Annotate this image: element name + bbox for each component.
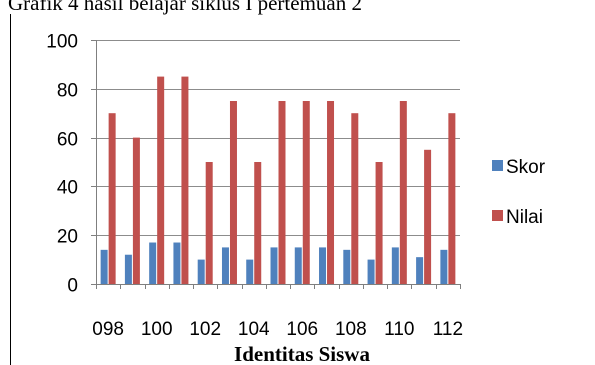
bar-skor-100 (149, 242, 157, 284)
bar-nilai-100 (157, 76, 165, 284)
bar-skor-103 (221, 247, 229, 284)
bar-skor-098 (100, 249, 108, 284)
bars (100, 76, 456, 284)
bar-nilai-105 (278, 101, 286, 284)
y-tick-labels: 0 20 40 60 80 100 (46, 32, 96, 297)
bar-skor-101 (173, 242, 181, 284)
bar-skor-111 (416, 257, 424, 284)
legend-swatch-skor (492, 160, 503, 171)
chart-title: Grafik 4 hasil belajar siklus I pertemua… (8, 0, 362, 15)
bar-nilai-110 (399, 101, 407, 284)
y-tick-label: 100 (46, 32, 78, 53)
bar-skor-104 (246, 259, 254, 284)
legend-label-nilai: Nilai (506, 207, 543, 228)
x-tick-label: 108 (335, 319, 367, 340)
bar-nilai-103 (229, 101, 237, 284)
bar-skor-102 (197, 259, 205, 284)
bar-nilai-111 (424, 149, 432, 284)
y-tick-label: 20 (57, 227, 78, 248)
bar-nilai-112 (448, 113, 456, 284)
legend-swatch-nilai (492, 210, 503, 221)
y-tick-label: 80 (57, 81, 78, 102)
x-tick-label: 110 (384, 319, 414, 340)
bar-nilai-099 (132, 137, 140, 284)
bar-nilai-104 (254, 162, 262, 284)
legend: Skor Nilai (492, 157, 546, 228)
bar-skor-110 (391, 247, 399, 284)
bar-skor-105 (270, 247, 278, 284)
bar-skor-108 (343, 249, 351, 284)
bar-skor-112 (440, 249, 448, 284)
x-tick-label: 112 (433, 319, 463, 340)
x-tick-label: 106 (286, 319, 318, 340)
bar-skor-107 (319, 247, 327, 284)
x-tick-labels: 098 100 102 104 106 108 110 112 (92, 284, 463, 340)
bar-nilai-101 (181, 76, 189, 284)
bar-skor-109 (367, 259, 375, 284)
y-tick-label: 0 (67, 276, 78, 297)
grid-lines (96, 40, 460, 236)
x-tick-label: 104 (238, 319, 270, 340)
bar-nilai-102 (205, 162, 213, 284)
bar-nilai-107 (327, 101, 335, 284)
bar-nilai-108 (351, 113, 359, 284)
legend-label-skor: Skor (506, 157, 546, 178)
bar-skor-106 (294, 247, 302, 284)
bar-nilai-106 (302, 101, 310, 284)
y-tick-label: 40 (57, 178, 78, 199)
bar-skor-099 (124, 254, 132, 284)
x-tick-label: 098 (92, 319, 124, 340)
x-axis-label: Identitas Siswa (234, 342, 370, 365)
x-tick-label: 100 (141, 319, 173, 340)
bar-nilai-098 (108, 113, 116, 284)
y-tick-label: 60 (57, 130, 78, 151)
x-tick-label: 102 (189, 319, 221, 340)
bar-nilai-109 (375, 162, 383, 284)
